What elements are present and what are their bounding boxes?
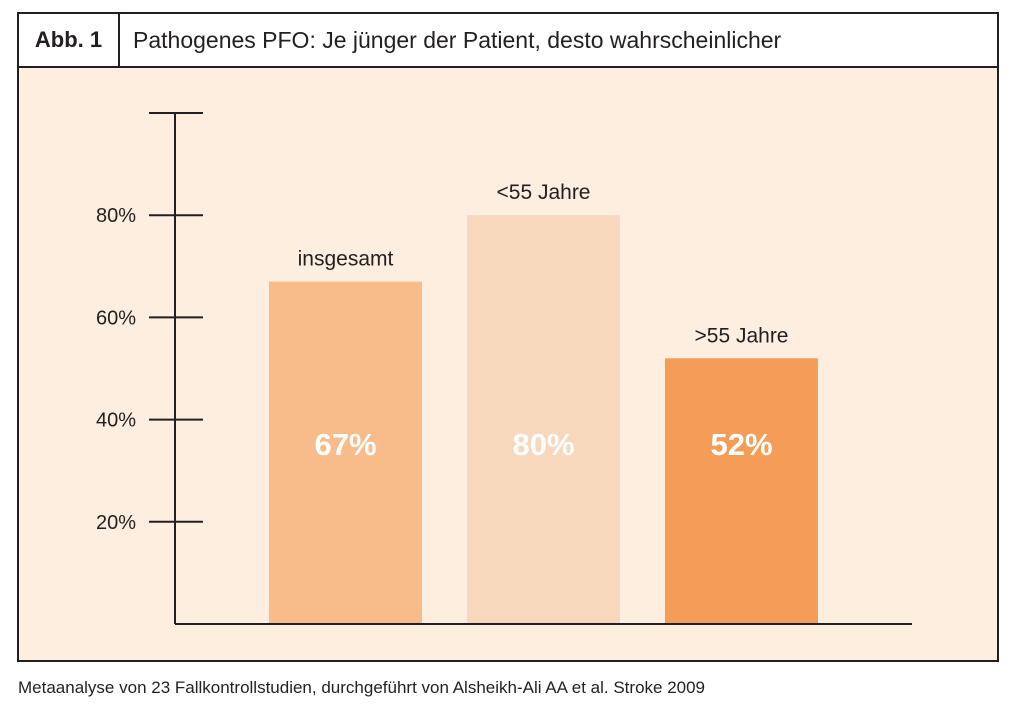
figure-tag: Abb. 1 xyxy=(19,14,120,66)
value-label: 52% xyxy=(710,427,772,462)
figure-title: Pathogenes PFO: Je jünger der Patient, d… xyxy=(133,27,782,53)
value-label: 80% xyxy=(512,427,574,462)
bar xyxy=(467,215,620,624)
footnote: Metaanalyse von 23 Fallkontrollstudien, … xyxy=(18,678,706,697)
y-tick-label: 20% xyxy=(96,512,136,534)
bar xyxy=(665,358,818,624)
category-label: insgesamt xyxy=(298,248,394,271)
value-label: 67% xyxy=(314,427,376,462)
figure-header: Abb. 1 Pathogenes PFO: Je jünger der Pat… xyxy=(19,14,997,68)
y-tick-label: 80% xyxy=(96,205,136,227)
y-tick-label: 40% xyxy=(96,410,136,432)
category-label: <55 Jahre xyxy=(497,181,591,204)
category-label: >55 Jahre xyxy=(695,324,789,347)
bar xyxy=(269,281,422,624)
y-tick-label: 60% xyxy=(96,307,136,329)
